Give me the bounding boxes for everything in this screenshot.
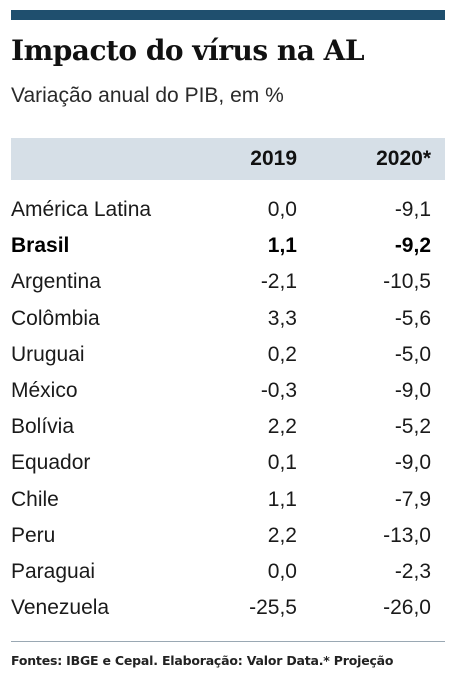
value-2019: 3,3 xyxy=(267,306,297,330)
footer-divider xyxy=(11,641,445,642)
country-name: México xyxy=(11,378,78,402)
value-2019: -0,3 xyxy=(260,378,297,402)
table-body: América Latina 0,0 -9,1 Brasil 1,1 -9,2 Argent… xyxy=(11,180,445,626)
country-name: Equador xyxy=(11,451,91,475)
value-2019: 0,0 xyxy=(267,559,297,583)
value-2020: -7,9 xyxy=(394,487,431,511)
country-name: Paraguai xyxy=(11,559,96,583)
page-subtitle: Variação anual do PIB, em % xyxy=(11,84,284,107)
value-2019: -2,1 xyxy=(260,270,297,294)
value-2019: 0,1 xyxy=(267,451,297,475)
country-name: Chile xyxy=(11,487,59,511)
value-2019: 1,1 xyxy=(267,234,297,258)
value-2020: -9,1 xyxy=(394,198,431,221)
value-2020: -5,6 xyxy=(394,306,431,330)
table-row: Venezuela -25,5 -26,0 xyxy=(11,590,445,626)
country-name: Brasil xyxy=(11,234,70,258)
country-name: Argentina xyxy=(11,270,101,294)
table-row: Colômbia 3,3 -5,6 xyxy=(11,301,445,337)
table-row: México -0,3 -9,0 xyxy=(11,373,445,409)
value-2019: -25,5 xyxy=(249,596,297,620)
top-accent-bar xyxy=(11,10,445,20)
table-row: Argentina -2,1 -10,5 xyxy=(11,264,445,300)
value-2020: -26,0 xyxy=(383,596,431,620)
country-name: Uruguai xyxy=(11,342,85,366)
value-2020: -5,0 xyxy=(394,342,431,366)
header-2019: 2019 xyxy=(250,147,297,170)
table-row: Bolívia 2,2 -5,2 xyxy=(11,409,445,445)
value-2020: -9,2 xyxy=(394,234,431,258)
table-header-row: 2019 2020* xyxy=(11,138,445,180)
gdp-table: 2019 2020* América Latina 0,0 -9,1 Brasil 1,… xyxy=(11,138,445,626)
value-2019: 1,1 xyxy=(267,487,297,511)
table-row: Equador 0,1 -9,0 xyxy=(11,445,445,481)
value-2019: 2,2 xyxy=(267,415,297,439)
value-2020: -2,3 xyxy=(394,559,431,583)
country-name: Venezuela xyxy=(11,596,110,620)
value-2020: -13,0 xyxy=(383,523,431,547)
value-2020: -10,5 xyxy=(383,270,431,294)
country-name: América Latina xyxy=(11,198,152,221)
page-title: Impacto do vírus na AL xyxy=(11,34,365,67)
header-2020: 2020* xyxy=(376,147,431,170)
value-2020: -5,2 xyxy=(394,415,431,439)
country-name: Bolívia xyxy=(11,415,75,439)
country-name: Colômbia xyxy=(11,306,100,330)
source-footnote: Fontes: IBGE e Cepal. Elaboração: Valor … xyxy=(11,653,394,668)
value-2020: -9,0 xyxy=(394,378,431,402)
table-row: Uruguai 0,2 -5,0 xyxy=(11,337,445,373)
table-row: Brasil 1,1 -9,2 xyxy=(11,228,445,264)
table-row: Peru 2,2 -13,0 xyxy=(11,518,445,554)
value-2019: 0,0 xyxy=(267,198,297,221)
table-row: Paraguai 0,0 -2,3 xyxy=(11,554,445,590)
value-2019: 0,2 xyxy=(267,342,297,366)
value-2019: 2,2 xyxy=(267,523,297,547)
country-name: Peru xyxy=(11,523,56,547)
value-2020: -9,0 xyxy=(394,451,431,475)
table-row: Chile 1,1 -7,9 xyxy=(11,482,445,518)
table-row: América Latina 0,0 -9,1 xyxy=(11,192,445,228)
